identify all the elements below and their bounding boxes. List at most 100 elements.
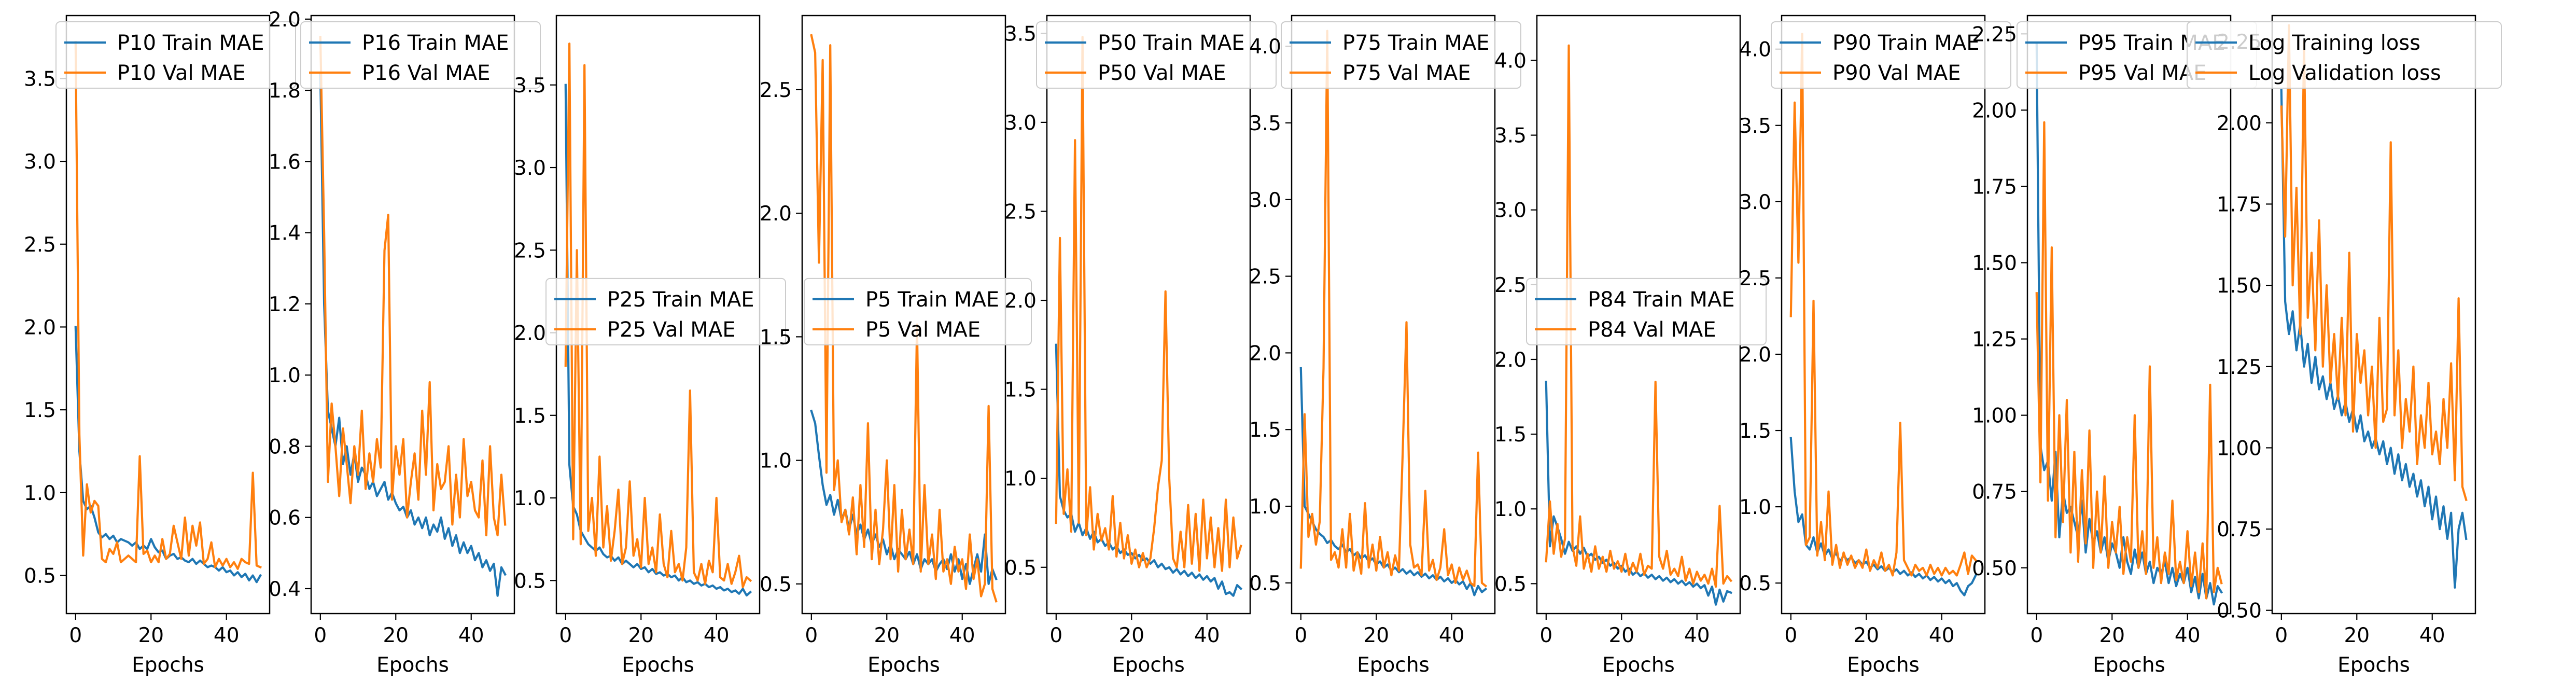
y-tick-label: 3.0 xyxy=(1249,189,1281,212)
x-tick-label: 40 xyxy=(2175,624,2201,647)
y-tick-label: 0.8 xyxy=(269,435,301,458)
x-tick-label: 0 xyxy=(2030,624,2043,647)
y-tick-label: 1.2 xyxy=(269,293,301,316)
y-tick-label: 1.5 xyxy=(514,405,546,428)
axes-frame xyxy=(1046,15,1251,615)
x-tick-label: 0 xyxy=(1049,624,1062,647)
y-tick-label: 3.5 xyxy=(1739,115,1771,138)
legend-entry: P25 Val MAE xyxy=(607,318,735,342)
legend-entry: Log Validation loss xyxy=(2248,61,2441,85)
legend-entry: P10 Train MAE xyxy=(117,31,264,55)
legend-entry: P90 Val MAE xyxy=(1832,61,1961,85)
series-line-train xyxy=(2035,41,2223,606)
x-axis-label: Epochs xyxy=(376,654,449,677)
y-tick-label: 3.0 xyxy=(514,157,546,180)
chart-panel-5: 0 20 40 0.5 1.0 1.5 2.0 2.5 3.0 3.5 Epochs P50 Trai… xyxy=(1004,15,1277,677)
y-tick-label: 2.5 xyxy=(1004,200,1037,224)
y-tick-label: 3.0 xyxy=(1004,112,1037,135)
x-axis-label: Epochs xyxy=(1847,654,1920,677)
legend-box xyxy=(1771,21,2011,89)
series-line-train xyxy=(319,71,507,597)
x-tick-label: 0 xyxy=(805,624,818,647)
series-line-val xyxy=(564,42,752,589)
y-tick-label: 2.0 xyxy=(1494,349,1527,372)
x-axis-label: Epochs xyxy=(2093,654,2165,677)
y-tick-label: 1.0 xyxy=(1004,467,1037,491)
y-tick-label: 1.0 xyxy=(1494,498,1527,521)
legend-entry: P5 Val MAE xyxy=(865,318,981,342)
x-tick-label: 40 xyxy=(458,624,484,647)
legend-box xyxy=(545,277,786,345)
y-tick-label: 1.8 xyxy=(269,79,301,103)
y-tick-label: 4.0 xyxy=(1249,35,1281,59)
x-axis-label: Epochs xyxy=(1357,654,1430,677)
series-line-val xyxy=(810,34,998,603)
legend-entry: P25 Train MAE xyxy=(607,288,754,312)
y-tick-label: 0.6 xyxy=(269,507,301,530)
x-axis-label: Epochs xyxy=(1602,654,1675,677)
x-tick-label: 0 xyxy=(1784,624,1797,647)
y-tick-label: 0.5 xyxy=(1739,572,1771,595)
legend-entry: P16 Val MAE xyxy=(362,61,490,85)
y-tick-label: 1.5 xyxy=(1249,419,1281,442)
x-tick-label: 20 xyxy=(138,624,164,647)
y-tick-label: 3.5 xyxy=(1494,124,1527,148)
axes-frame xyxy=(310,15,515,615)
legend-entry: P50 Val MAE xyxy=(1098,61,1226,85)
y-tick-label: 0.5 xyxy=(1249,572,1281,595)
y-tick-label: 1.5 xyxy=(1739,420,1771,443)
y-tick-label: 1.25 xyxy=(1972,328,2017,352)
legend-box xyxy=(1281,21,1521,89)
x-tick-label: 40 xyxy=(704,624,730,647)
chart-panel-2: 0 20 40 0.4 0.6 0.8 1.0 1.2 1.4 1.6 1.8 2.0 Epochs P1… xyxy=(269,8,541,677)
chart-panel-1: 0 20 40 0.5 1.0 1.5 2.0 2.5 3.0 3.5 Epochs P10 Trai… xyxy=(24,15,296,677)
legend-entry: P10 Val MAE xyxy=(117,61,245,85)
x-tick-label: 20 xyxy=(1363,624,1389,647)
chart-panel-6: 0 20 40 0.5 1.0 1.5 2.0 2.5 3.0 3.5 4.0 Epochs P75 T… xyxy=(1249,15,1521,677)
axes-frame xyxy=(1781,15,1986,615)
y-tick-label: 2.5 xyxy=(760,79,792,102)
series-line-val xyxy=(74,40,262,570)
chart-panel-4: 0 20 40 0.5 1.0 1.5 2.0 2.5 Epochs P5 Train MAE P5… xyxy=(760,15,1032,677)
x-tick-label: 20 xyxy=(383,624,409,647)
y-tick-label: 1.5 xyxy=(1004,379,1037,402)
axes-frame xyxy=(65,15,271,615)
y-tick-label: 2.0 xyxy=(1004,289,1037,313)
legend-entry: P75 Train MAE xyxy=(1342,31,1490,55)
x-tick-label: 20 xyxy=(874,624,900,647)
x-axis-label: Epochs xyxy=(867,654,940,677)
chart-panel-10: 020400.500.751.001.251.501.752.002.25Epo… xyxy=(2187,15,2502,677)
y-tick-label: 1.4 xyxy=(269,222,301,245)
series-line-val xyxy=(319,36,507,537)
y-tick-label: 0.50 xyxy=(2217,600,2262,623)
y-tick-label: 1.6 xyxy=(269,150,301,174)
y-tick-label: 2.5 xyxy=(1494,274,1527,297)
x-axis-label: Epochs xyxy=(2337,654,2410,677)
legend-entry: Log Training loss xyxy=(2248,31,2420,55)
x-axis-label: Epochs xyxy=(132,654,204,677)
x-tick-label: 40 xyxy=(1194,624,1220,647)
y-tick-label: 3.5 xyxy=(514,74,546,98)
y-tick-label: 1.00 xyxy=(2217,437,2262,460)
y-tick-label: 2.5 xyxy=(1739,267,1771,290)
y-tick-label: 0.75 xyxy=(2217,518,2262,541)
y-tick-label: 1.0 xyxy=(24,482,56,505)
y-tick-label: 0.5 xyxy=(24,565,56,588)
y-tick-label: 1.5 xyxy=(1494,423,1527,447)
legend-entry: P16 Train MAE xyxy=(362,31,509,55)
series-line-val xyxy=(2280,24,2468,502)
y-tick-label: 3.5 xyxy=(1004,22,1037,46)
y-tick-label: 0.5 xyxy=(760,573,792,596)
y-tick-label: 3.5 xyxy=(1249,112,1281,135)
y-tick-label: 1.0 xyxy=(1739,496,1771,519)
axes-frame xyxy=(2026,15,2232,615)
y-tick-label: 1.0 xyxy=(269,364,301,387)
chart-panel-3: 0 20 40 0.5 1.0 1.5 2.0 2.5 3.0 3.5 Epochs P25 Trai… xyxy=(514,15,786,677)
y-tick-label: 1.5 xyxy=(24,399,56,422)
legend-entry: P5 Train MAE xyxy=(865,288,999,312)
x-tick-label: 40 xyxy=(2419,624,2445,647)
x-tick-label: 40 xyxy=(949,624,975,647)
y-tick-label: 0.4 xyxy=(269,578,301,601)
series-line-train xyxy=(2280,89,2468,589)
